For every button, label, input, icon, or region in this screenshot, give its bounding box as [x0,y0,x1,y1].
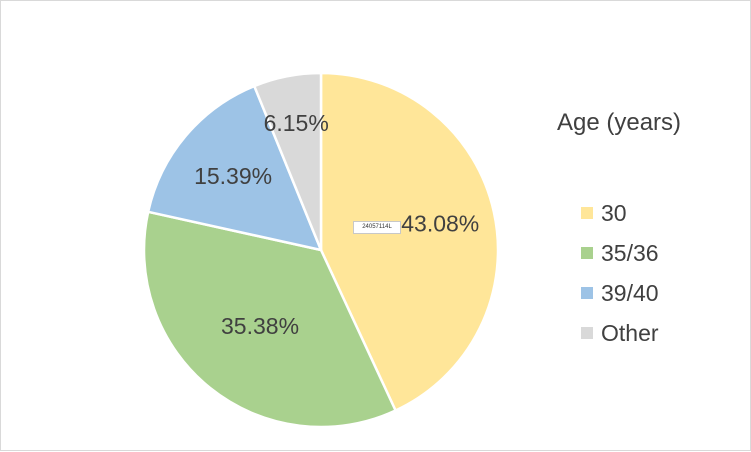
slice-data-label: 15.39% [194,163,272,189]
pie-slice [142,210,398,429]
legend-item: 39/40 [581,273,659,313]
legend-label: 30 [601,199,627,226]
legend-item: 35/36 [581,233,659,273]
pie-slice [252,71,323,251]
legend-title: Age (years) [557,109,682,136]
legend: 30 35/36 39/40 Other [581,193,659,353]
legend-swatch [581,287,593,299]
slice-data-label: 6.15% [264,110,329,136]
pie-slice [146,84,324,252]
legend-swatch [581,247,593,259]
pie-slice [319,71,500,413]
legend-item: 30 [581,193,659,233]
slice-data-label: 43.08% [401,211,479,237]
legend-label: 35/36 [601,239,659,266]
legend-swatch [581,207,593,219]
image-id-tag: 24057114L [353,221,401,234]
legend-label: 39/40 [601,279,659,306]
legend-label: Other [601,319,659,346]
legend-item: Other [581,313,659,353]
slice-data-label: 35.38% [221,313,299,339]
legend-swatch [581,327,593,339]
